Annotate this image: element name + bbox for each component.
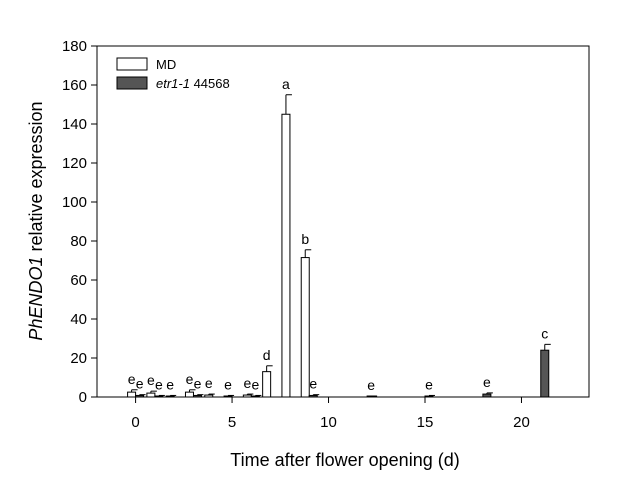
significance-letter: e xyxy=(166,376,174,392)
significance-letter: e xyxy=(243,375,251,391)
md-bar xyxy=(300,257,310,398)
y-tick-label: 20 xyxy=(70,350,87,367)
y-tick-label: 120 xyxy=(62,155,87,172)
md-bar xyxy=(262,371,272,398)
y-tick-label: 60 xyxy=(70,272,87,289)
x-tick-label: 5 xyxy=(228,414,236,431)
x-axis-ticks: 0 5 10 15 20 xyxy=(131,397,530,431)
legend-swatch-md xyxy=(116,57,148,71)
y-axis-ticks: 0 20 40 60 80 100 120 140 160 180 xyxy=(62,38,97,406)
legend-label-etr1: etr1-1 44568 xyxy=(156,76,230,91)
significance-letter: e xyxy=(224,376,232,392)
significance-letter: a xyxy=(282,76,290,92)
y-tick-label: 0 xyxy=(79,389,87,406)
significance-letter: e xyxy=(128,371,136,387)
x-tick-label: 0 xyxy=(131,414,139,431)
significance-letter: e xyxy=(205,375,213,391)
y-tick-label: 80 xyxy=(70,233,87,250)
y-tick-label: 140 xyxy=(62,116,87,133)
significance-letter: d xyxy=(263,347,271,363)
series-md-bars xyxy=(127,113,310,398)
x-tick-label: 10 xyxy=(320,414,337,431)
y-tick-label: 160 xyxy=(62,77,87,94)
significance-letter: e xyxy=(367,377,375,393)
significance-letter: e xyxy=(483,374,491,390)
significance-letter: e xyxy=(136,376,144,392)
legend-label-md: MD xyxy=(156,57,176,72)
x-tick-label: 15 xyxy=(417,414,434,431)
etr1-bar xyxy=(540,349,550,398)
y-tick-label: 100 xyxy=(62,194,87,211)
significance-letter: b xyxy=(301,231,309,247)
x-tick-label: 20 xyxy=(513,414,530,431)
significance-letter: e xyxy=(309,376,317,392)
md-bar xyxy=(146,392,156,398)
significance-letter: e xyxy=(186,371,194,387)
plot-frame xyxy=(96,45,590,398)
error-bars xyxy=(131,94,551,397)
md-bar xyxy=(127,391,137,398)
significance-letter: e xyxy=(194,376,202,392)
md-bar xyxy=(184,391,194,398)
legend: MD etr1-1 44568 xyxy=(116,57,230,91)
y-axis-title: PhENDO1 relative expression xyxy=(26,101,46,340)
y-tick-label: 40 xyxy=(70,311,87,328)
significance-letter: c xyxy=(541,325,548,341)
significance-letter: e xyxy=(251,376,259,392)
x-axis-title: Time after flower opening (d) xyxy=(230,450,459,470)
y-tick-label: 180 xyxy=(62,38,87,55)
significance-letter: e xyxy=(155,376,163,392)
md-bar xyxy=(281,113,291,398)
significance-letter: e xyxy=(147,372,155,388)
legend-swatch-etr1 xyxy=(116,76,148,90)
significance-letter: e xyxy=(425,376,433,392)
